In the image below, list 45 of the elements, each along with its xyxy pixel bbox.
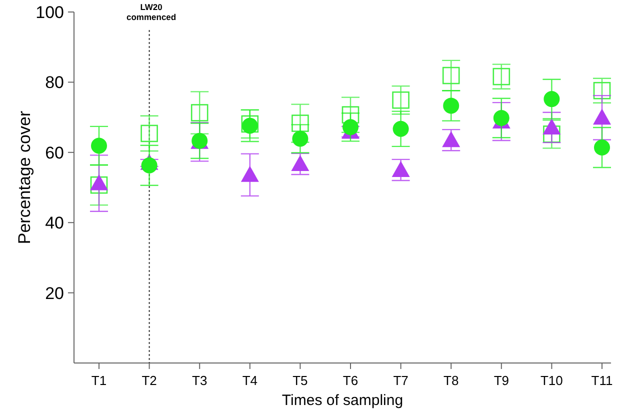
point	[442, 66, 460, 84]
point	[392, 160, 410, 177]
point	[90, 174, 108, 190]
point	[594, 139, 610, 156]
point	[492, 68, 510, 86]
x-tick-label: T8	[444, 373, 459, 388]
point	[542, 118, 561, 134]
x-tick-label: T1	[91, 373, 107, 388]
x-tick-label: T11	[591, 373, 613, 388]
point	[443, 98, 460, 114]
point	[593, 108, 611, 125]
ref-line-label: LW20 commenced	[126, 2, 176, 22]
point	[342, 119, 358, 136]
point	[91, 138, 107, 154]
point	[544, 91, 560, 108]
point	[593, 82, 611, 100]
point	[240, 166, 259, 182]
point	[392, 91, 410, 109]
point	[543, 126, 560, 143]
x-tick-label: T3	[192, 373, 208, 388]
x-tick-label: T6	[342, 373, 358, 388]
x-tick-label: T4	[242, 373, 258, 388]
x-tick-label: T10	[540, 373, 563, 388]
y-tick-label: 60	[45, 143, 64, 162]
y-tick-label: 80	[45, 73, 64, 92]
point	[291, 154, 310, 171]
point	[140, 124, 158, 142]
point	[442, 131, 460, 148]
x-tick-label: T9	[494, 373, 509, 388]
point	[141, 157, 158, 174]
y-axis-title: Percentage cover	[15, 110, 34, 244]
point	[90, 176, 108, 194]
point	[392, 120, 409, 137]
point	[493, 110, 510, 126]
point	[190, 104, 208, 122]
x-tick-label: T7	[393, 373, 408, 388]
point	[292, 130, 308, 147]
point	[292, 114, 309, 132]
y-tick-label: 40	[45, 214, 64, 233]
x-axis-title: Times of sampling	[282, 392, 404, 409]
x-tick-label: T5	[292, 373, 308, 388]
point	[342, 106, 360, 124]
y-tick-label: 20	[45, 284, 64, 303]
y-tick-label: 100	[36, 2, 64, 22]
x-tick-label: T2	[142, 373, 157, 388]
